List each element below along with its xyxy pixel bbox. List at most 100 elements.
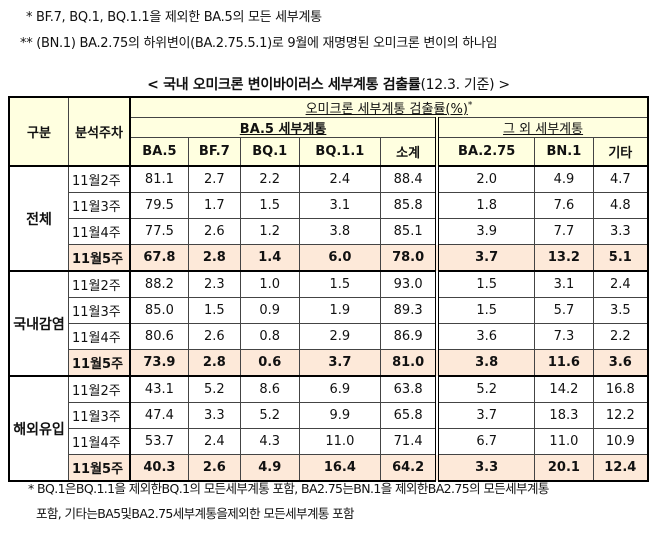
table-row: 11월3주 47.4 3.3 5.2 9.9 65.8 3.7 18.3 12.2 [9,402,649,429]
column-header: BQ.1 [239,137,300,167]
title-main: < 국내 오미크론 변이바이러스 세부계통 검출률 [147,77,421,93]
value-cell: 6.0 [298,244,382,272]
header-ba5: BA.5 세부계통 [129,117,438,138]
header-rate-mark: * [467,100,473,111]
value-cell: 13.2 [534,244,594,272]
value-cell: 85.0 [129,297,189,324]
value-cell: 77.5 [129,218,189,245]
value-cell: 2.7 [187,165,241,193]
value-cell: 7.7 [534,218,594,245]
value-cell: 16.8 [592,375,649,403]
header-rate-text: 오미크론 세부계통 검출률(%) [305,102,468,117]
value-cell: 2.8 [187,349,241,377]
value-cell: 3.1 [298,192,382,219]
note-2: ** (BN.1) BA.2.75의 하위변이(BA.2.75.5.1)로 9월… [20,36,498,51]
value-cell: 3.7 [435,402,536,429]
value-cell: 2.4 [298,165,382,193]
value-cell: 7.6 [534,192,594,219]
value-cell: 4.9 [239,454,300,482]
header-week: 분석주차 [68,96,131,167]
header-other: 그 외 세부계통 [435,117,649,138]
value-cell: 1.9 [298,297,382,324]
week-cell: 11월3주 [68,297,131,324]
week-cell: 11월5주 [68,244,131,272]
column-header: BF.7 [187,137,241,167]
value-cell: 3.8 [298,218,382,245]
value-cell: 2.8 [187,244,241,272]
note-1: * BF.7, BQ.1, BQ.1.1을 제외한 BA.5의 모든 세부계통 [26,10,322,25]
value-cell: 3.3 [592,218,649,245]
week-cell: 11월5주 [68,454,131,482]
value-cell: 8.6 [239,375,300,403]
value-cell: 65.8 [380,402,438,429]
value-cell: 53.7 [129,428,189,455]
value-cell: 88.2 [129,270,189,298]
header-group: 구분 [8,96,69,167]
footnote-2: 포함, 기타는BA5및BA2.75세부계통을제외한 모든세부계통 포함 [36,506,355,521]
value-cell: 5.7 [534,297,594,324]
value-cell: 18.3 [534,402,594,429]
column-header: 기타 [592,137,649,167]
value-cell: 1.0 [239,270,300,298]
value-cell: 1.5 [435,270,536,298]
table-row: 11월4주 53.7 2.4 4.3 11.0 71.4 6.7 11.0 10.9 [9,428,649,455]
table-row: 11월5주 73.9 2.8 0.6 3.7 81.0 3.8 11.6 3.6 [9,349,649,377]
value-cell: 85.8 [380,192,438,219]
value-cell: 71.4 [380,428,438,455]
group-label: 국내감염 [8,270,69,377]
table-row: 11월3주 85.0 1.5 0.9 1.9 89.3 1.5 5.7 3.5 [9,297,649,324]
value-cell: 2.0 [435,165,536,193]
table-row: 11월4주 77.5 2.6 1.2 3.8 85.1 3.9 7.7 3.3 [9,218,649,245]
table-row: 11월5주 67.8 2.8 1.4 6.0 78.0 3.7 13.2 5.1 [9,244,649,272]
value-cell: 2.6 [187,323,241,350]
header-rate: 오미크론 세부계통 검출률(%)* [129,96,649,118]
header-ba5-text: BA.5 세부계통 [239,122,327,137]
week-cell: 11월4주 [68,323,131,350]
value-cell: 10.9 [592,428,649,455]
value-cell: 5.2 [435,375,536,403]
value-cell: 2.9 [298,323,382,350]
value-cell: 6.9 [298,375,382,403]
table-title: < 국내 오미크론 변이바이러스 세부계통 검출률(12.3. 기준) > [0,74,657,94]
value-cell: 3.1 [534,270,594,298]
value-cell: 1.8 [435,192,536,219]
value-cell: 1.5 [435,297,536,324]
week-cell: 11월4주 [68,218,131,245]
value-cell: 67.8 [129,244,189,272]
value-cell: 11.0 [298,428,382,455]
value-cell: 12.2 [592,402,649,429]
value-cell: 3.6 [592,349,649,377]
value-cell: 79.5 [129,192,189,219]
week-cell: 11월3주 [68,402,131,429]
table-row: 11월5주 40.3 2.6 4.9 16.4 64.2 3.3 20.1 12.4 [9,454,649,482]
value-cell: 2.4 [592,270,649,298]
value-cell: 85.1 [380,218,438,245]
value-cell: 1.5 [298,270,382,298]
value-cell: 14.2 [534,375,594,403]
column-header: BQ.1.1 [298,137,382,167]
week-cell: 11월3주 [68,192,131,219]
value-cell: 0.9 [239,297,300,324]
value-cell: 3.5 [592,297,649,324]
value-cell: 9.9 [298,402,382,429]
table-row: 전체 11월2주 81.1 2.7 2.2 2.4 88.4 2.0 4.9 4.7 [8,165,649,272]
value-cell: 2.6 [187,454,241,482]
value-cell: 3.8 [435,349,536,377]
value-cell: 4.8 [592,192,649,219]
value-cell: 40.3 [129,454,189,482]
column-header: BA.2.75 [435,137,536,167]
value-cell: 2.3 [187,270,241,298]
value-cell: 16.4 [298,454,382,482]
value-cell: 20.1 [534,454,594,482]
value-cell: 0.6 [239,349,300,377]
value-cell: 78.0 [380,244,438,272]
value-cell: 3.3 [187,402,241,429]
value-cell: 1.5 [187,297,241,324]
value-cell: 6.7 [435,428,536,455]
value-cell: 3.7 [435,244,536,272]
column-header: BA.5 [129,137,189,167]
table-row: 해외유입 11월2주 43.1 5.2 8.6 6.9 63.8 5.2 14.2 16.8 [8,375,649,482]
value-cell: 0.8 [239,323,300,350]
week-cell: 11월5주 [68,349,131,377]
value-cell: 12.4 [592,454,649,482]
